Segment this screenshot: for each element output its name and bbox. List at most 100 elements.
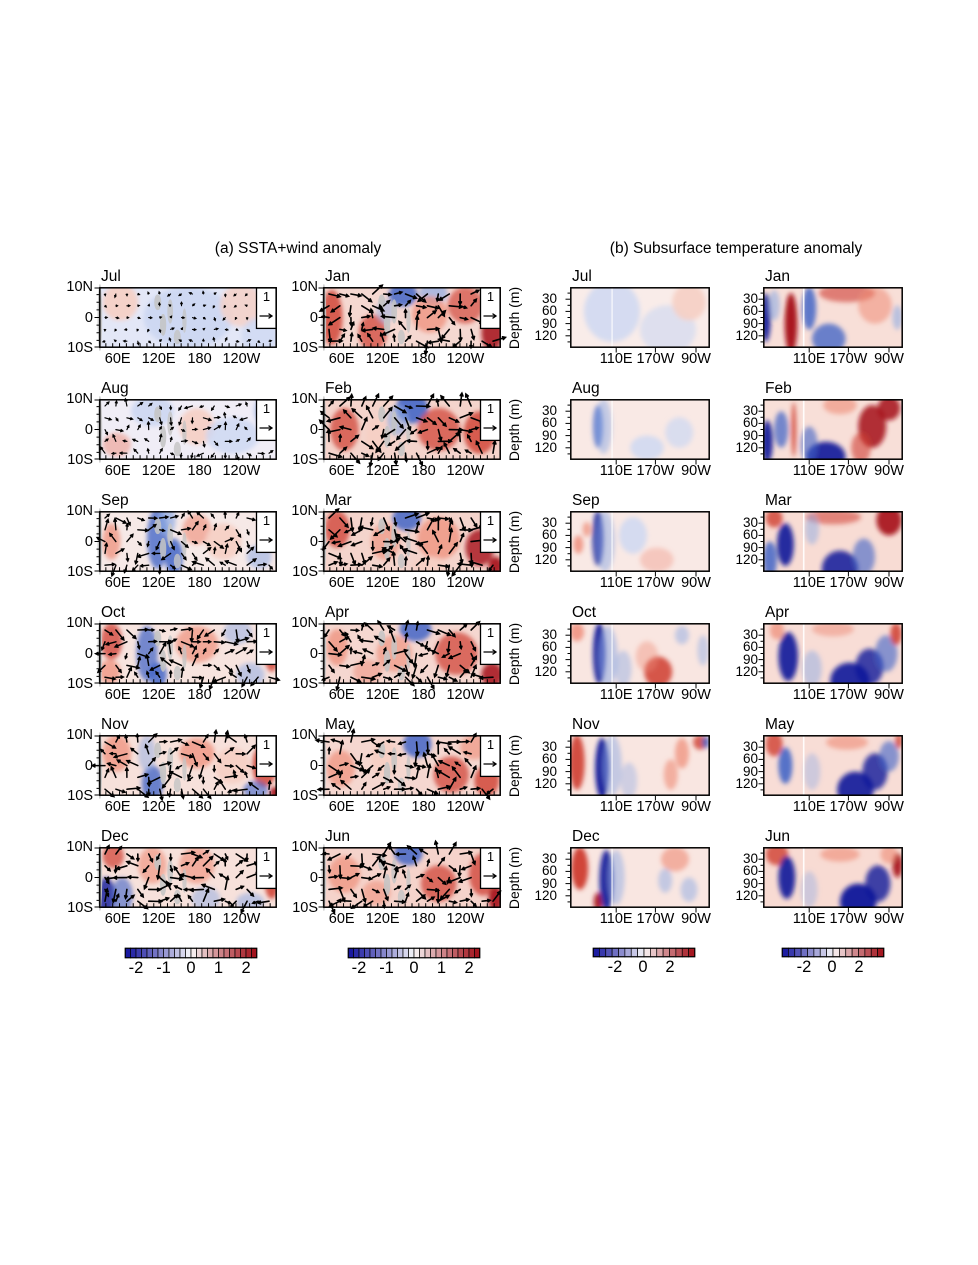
reference-arrow-icon [259, 425, 274, 431]
month-label-nov-map: Nov [101, 716, 129, 733]
lon-label-180: 180 [187, 799, 212, 815]
anomaly-field [763, 735, 903, 796]
lat-label-10n: 10N [291, 279, 318, 295]
axis-ticks [94, 399, 271, 460]
reference-vector-value: 1 [487, 513, 494, 528]
lon-label-170w: 170W [829, 911, 868, 927]
depth-tick-90: 90 [541, 875, 557, 891]
colorbar-cell [353, 947, 360, 959]
colorbar-cell [375, 947, 382, 959]
depth-tick-60: 60 [541, 863, 557, 879]
depth-tick-30: 30 [541, 739, 557, 755]
panel-map-oct: 1 [94, 619, 281, 691]
lat-label-10s: 10S [67, 340, 93, 356]
month-label-mar-map: Mar [325, 492, 352, 509]
depth-tick-90: 90 [742, 315, 758, 331]
lat-label-10s: 10S [67, 452, 93, 468]
colorbar-tick--2: -2 [128, 959, 144, 977]
month-label-dec-section: Dec [572, 828, 600, 845]
data-gap-streak [611, 511, 613, 572]
colorbar-cell [430, 947, 437, 959]
lon-label-60e: 60E [328, 799, 355, 815]
depth-tick-30: 30 [742, 851, 758, 867]
lat-label-10n: 10N [66, 727, 93, 743]
lon-label-110e: 110E [792, 911, 826, 927]
depth-tick-90: 90 [742, 651, 758, 667]
colorbar-cell [435, 947, 442, 959]
lon-label-60e: 60E [328, 351, 355, 367]
anomaly-field [570, 735, 710, 796]
colorbar-tick--1: -1 [379, 959, 394, 977]
axis-ticks [565, 740, 697, 801]
lon-label-120w: 120W [446, 463, 485, 479]
depth-tick-120: 120 [534, 551, 557, 567]
colorbar-cell [413, 947, 420, 959]
panel-border [763, 735, 903, 796]
lon-label-120w: 120W [222, 575, 261, 591]
month-label-jan-section: Jan [765, 268, 790, 285]
panel-map-jul: 1 [94, 283, 277, 352]
colorbar-cell [457, 947, 464, 959]
month-label-oct-section: Oct [572, 604, 597, 621]
reference-vector-value: 1 [263, 849, 270, 864]
panel-section-dec [565, 847, 710, 913]
colorbar-cell [845, 947, 853, 958]
wind-vectors [321, 839, 502, 915]
reference-arrow-icon [483, 313, 498, 319]
lon-label-120e: 120E [141, 687, 176, 703]
lat-label-10n: 10N [66, 839, 93, 855]
month-label-may-map: May [325, 716, 355, 733]
lat-label-10s: 10S [292, 676, 318, 692]
lon-label-120w: 120W [222, 799, 261, 815]
reference-arrow-icon [483, 537, 498, 543]
lon-label-120w: 120W [222, 463, 261, 479]
anomaly-field [763, 623, 903, 684]
panel-border [570, 623, 710, 684]
month-label-may-section: May [765, 716, 795, 733]
axis-ticks [94, 511, 271, 572]
wind-vectors [321, 507, 494, 578]
axis-ticks [318, 399, 495, 460]
panel-border [99, 399, 277, 460]
colorbar-tick-1: 1 [213, 959, 224, 977]
panel-map-aug: 1 [94, 395, 277, 464]
colorbar-cell [463, 947, 470, 959]
reference-vector-value: 1 [487, 289, 494, 304]
depth-tick-30: 30 [541, 403, 557, 419]
depth-tick-60: 60 [742, 303, 758, 319]
lat-label-0: 0 [84, 533, 93, 550]
panel-border [323, 399, 501, 460]
reference-vector-box: 1 [255, 399, 277, 442]
colorbar-cell [174, 947, 181, 959]
colorbar-tick-2: 2 [665, 958, 675, 976]
depth-tick-120: 120 [534, 327, 557, 343]
month-label-apr-section: Apr [765, 604, 790, 621]
lon-label-180: 180 [187, 351, 212, 367]
lat-label-10s: 10S [292, 788, 318, 804]
lon-label-120w: 120W [222, 687, 261, 703]
colorbar-cell [650, 947, 658, 958]
month-label-jul-section: Jul [572, 268, 592, 285]
reference-arrow-icon [259, 873, 274, 879]
data-gap-streak [611, 287, 613, 348]
lon-label-120w: 120W [222, 351, 261, 367]
lat-label-10n: 10N [66, 391, 93, 407]
colorbar-cell [800, 947, 808, 958]
colorbar-cell [185, 947, 192, 959]
lon-label-120e: 120E [141, 575, 176, 591]
colorbar-cell [152, 947, 159, 959]
depth-tick-30: 30 [742, 739, 758, 755]
depth-tick-120: 120 [735, 327, 758, 343]
lon-label-120e: 120E [141, 799, 176, 815]
lon-label-120e: 120E [141, 463, 176, 479]
panel-section-aug [565, 399, 710, 465]
lat-label-0: 0 [309, 533, 318, 550]
colorbar-cell [788, 947, 796, 958]
lat-label-0: 0 [84, 869, 93, 886]
panel-border [570, 399, 710, 460]
colorbar-ssta-1 [124, 947, 258, 959]
colorbar-cell [826, 947, 834, 958]
colorbar-cell [877, 947, 885, 958]
data-gap-streak [611, 623, 613, 684]
lon-label-110e: 110E [792, 799, 826, 815]
